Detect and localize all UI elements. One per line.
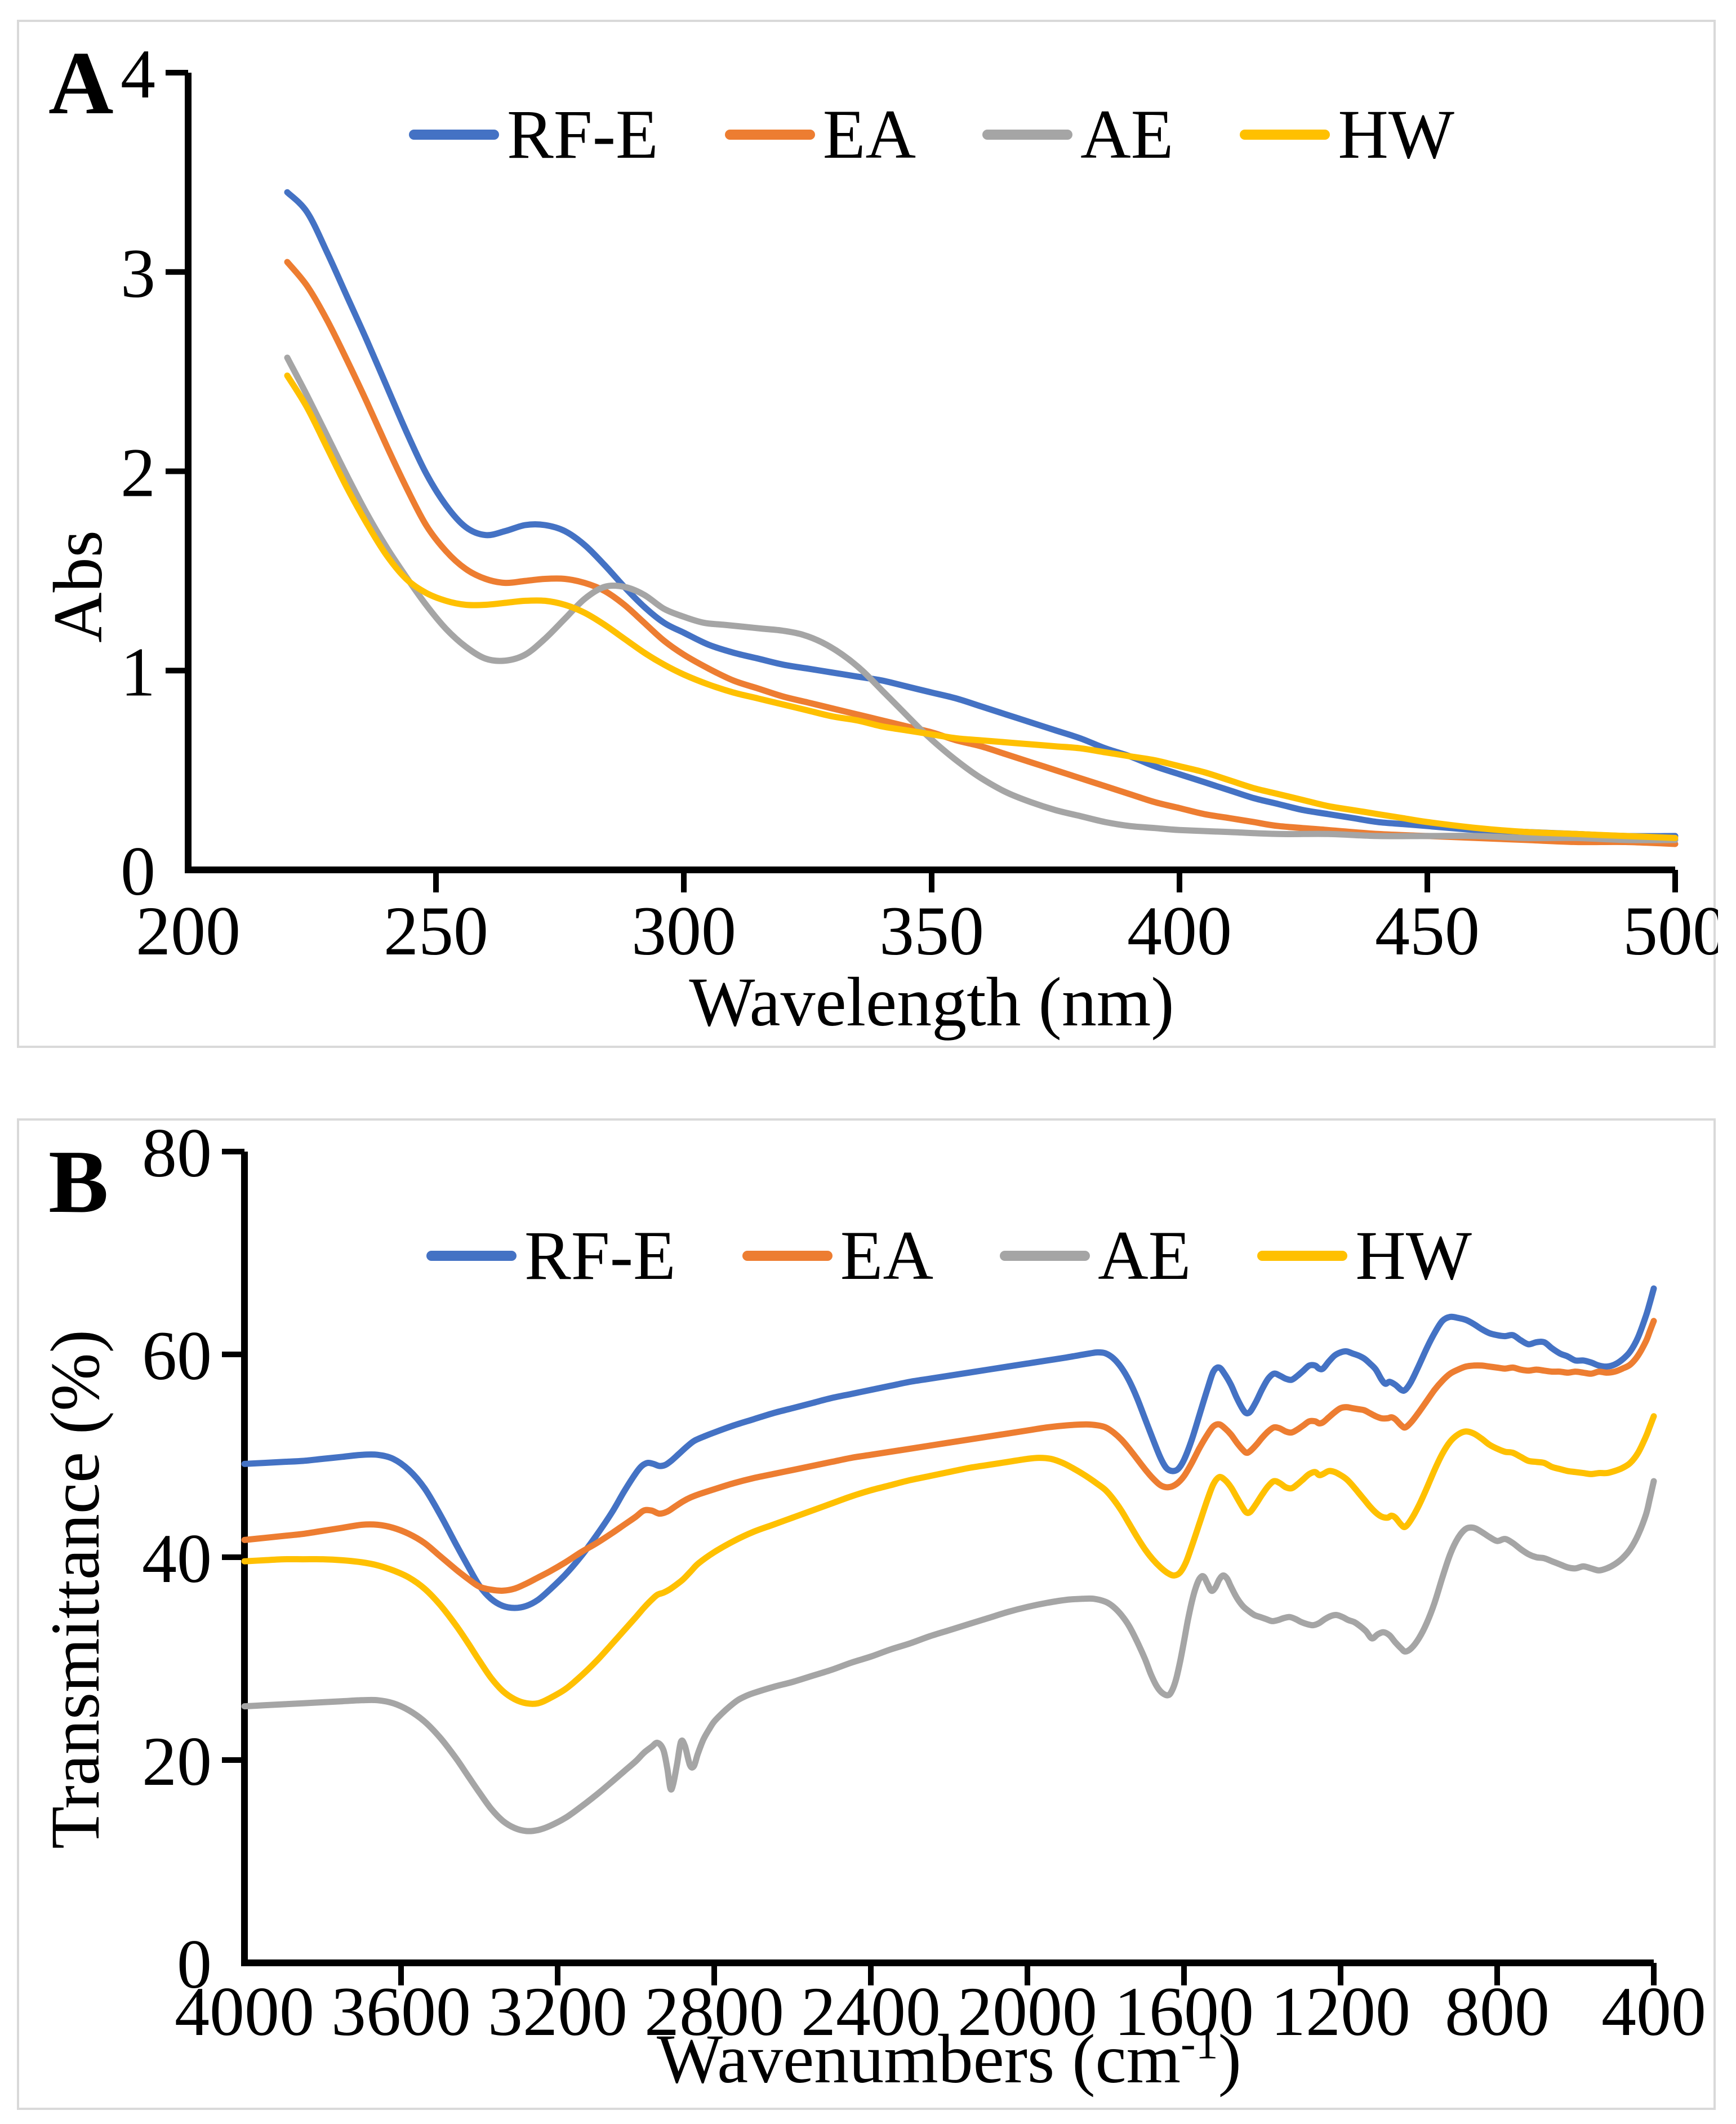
ftir-transmittance-chart: 0 20 40 60 80 4000 3600 3200 2800 2400 2000 1600 120… (142, 1121, 1706, 2050)
series-line-hw (241, 1413, 1657, 1707)
x-axis-title-text: Wavenumbers (cm (657, 2020, 1181, 2098)
y-tick-label: 0 (177, 1926, 212, 2003)
y-tick-label: 20 (142, 1723, 212, 1800)
series-line-hw (284, 372, 1679, 841)
x-tick-label: 500 (1623, 892, 1718, 970)
legend-swatch-ae (982, 130, 1073, 140)
y-tick-label: 3 (121, 235, 155, 312)
x-tick-label: 450 (1375, 892, 1480, 970)
legend-item-rf-e: RF-E (409, 100, 658, 170)
x-tick-label: 2400 (801, 1973, 941, 2050)
axis-lines (185, 73, 1675, 873)
panel-b-legend: RF-E EA AE HW (244, 1221, 1654, 1291)
legend-swatch-ae (1000, 1251, 1090, 1261)
x-tick-label: 250 (384, 892, 488, 970)
panel-a-uv-vis: A Abs RF-E EA AE HW 0 1 2 3 4 200 250 300 350 400 450… (17, 20, 1718, 1048)
x-tick-label: 4000 (175, 1973, 314, 2050)
y-tick-label: 60 (142, 1317, 212, 1394)
legend-label-rf-e: RF-E (524, 1217, 676, 1294)
x-tick-label: 400 (1127, 892, 1232, 970)
legend-label-ae: AE (1098, 1217, 1191, 1294)
legend-item-ae: AE (1000, 1221, 1191, 1291)
x-tick-label: 200 (136, 892, 241, 970)
x-tick-label: 3600 (331, 1973, 471, 2050)
axis-lines (241, 1152, 1654, 1966)
y-tick-label: 40 (142, 1520, 212, 1597)
x-tick-label: 2800 (644, 1973, 784, 2050)
x-tick-label: 1200 (1271, 1973, 1410, 2050)
series-line-ea (284, 259, 1679, 847)
legend-label-rf-e: RF-E (507, 96, 658, 173)
y-tick-label: 0 (121, 833, 155, 910)
series-line-ea (241, 1318, 1657, 1594)
panel-b-ftir: B Transmittance (%) RF-E EA AE HW 0 20 40 60 80… (17, 1118, 1716, 2110)
y-tick-label: 2 (121, 434, 155, 512)
legend-item-ea: EA (724, 96, 916, 173)
legend-swatch-hw (1257, 1251, 1348, 1261)
y-tick-label: 1 (121, 633, 155, 710)
x-tick-label: 3200 (488, 1973, 627, 2050)
legend-item-ea: EA (742, 1221, 933, 1291)
legend-swatch-rf-e (426, 1251, 517, 1261)
legend-swatch-ea (742, 1251, 833, 1261)
legend-swatch-rf-e (409, 130, 500, 140)
x-tick-label: 300 (631, 892, 736, 970)
legend-swatch-ea (724, 130, 815, 140)
x-tick-label: 800 (1445, 1973, 1550, 2050)
legend-item-rf-e: RF-E (426, 1221, 676, 1291)
series-line-rf-e (241, 1285, 1657, 1611)
y-tick-label: 80 (142, 1121, 212, 1192)
uv-vis-absorbance-chart: 0 1 2 3 4 200 250 300 350 400 450 500 (121, 35, 1718, 970)
x-tick-label: 350 (879, 892, 984, 970)
x-tick-label: 2000 (958, 1973, 1097, 2050)
x-axis-title-superscript: -1 (1181, 2019, 1218, 2069)
legend-item-ae: AE (982, 100, 1173, 170)
x-tick-label: 1600 (1114, 1973, 1254, 2050)
legend-item-hw: HW (1257, 1221, 1472, 1291)
y-tick-label: 4 (121, 35, 155, 113)
legend-label-ea: EA (840, 1217, 934, 1294)
series-line-ae (284, 354, 1679, 843)
panel-b-x-axis-title: Wavenumbers (cm-1) (244, 2019, 1654, 2098)
legend-item-hw: HW (1240, 100, 1454, 170)
legend-label-ae: AE (1080, 96, 1174, 173)
panel-b-letter: B (48, 1131, 109, 1232)
panel-a-legend: RF-E EA AE HW (188, 100, 1675, 170)
legend-swatch-hw (1240, 130, 1330, 140)
legend-label-ea: EA (822, 96, 916, 173)
legend-label-hw: HW (1355, 1217, 1472, 1294)
panel-a-letter: A (48, 33, 114, 133)
panel-a-x-axis-title: Wavelength (nm) (689, 963, 1174, 1041)
series-line-ae (241, 1478, 1657, 1834)
x-tick-label: 400 (1601, 1973, 1706, 2050)
legend-label-hw: HW (1338, 96, 1454, 173)
x-axis-title-close: ) (1218, 2020, 1241, 2098)
